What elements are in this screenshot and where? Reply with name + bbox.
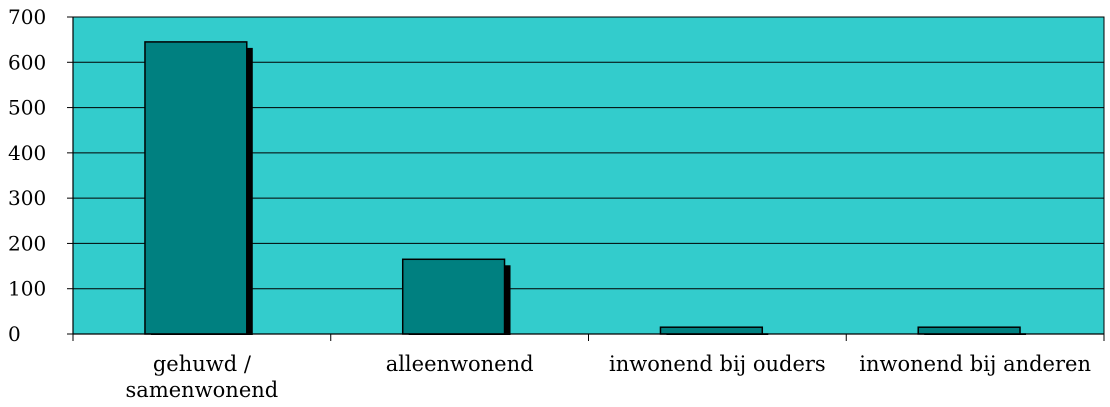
x-tick-label: gehuwd / samenwonend [126,352,279,402]
x-tick-label: alleenwonend [386,352,534,376]
y-tick-label: 300 [8,186,46,210]
y-tick-label: 700 [8,5,46,29]
axes [67,16,1105,341]
y-tick-label: 600 [8,50,46,74]
bar [917,326,1021,335]
y-tick-label: 100 [8,277,46,301]
x-tick-label: inwonend bij anderen [859,352,1091,376]
y-tick-label: 200 [8,231,46,255]
y-tick-label: 400 [8,141,46,165]
x-axis-tick-labels: gehuwd / samenwonend alleenwonend inwonend … [126,352,1091,402]
bar [401,258,506,335]
x-tick-label: inwonend bij ouders [609,352,826,376]
bar [144,41,248,335]
y-tick-label: 500 [8,96,46,120]
bar [659,326,764,335]
y-tick-label: 0 [8,322,21,346]
bars [144,41,1027,336]
y-axis-tick-labels: 0 100 200 300 400 500 600 700 [8,5,46,346]
